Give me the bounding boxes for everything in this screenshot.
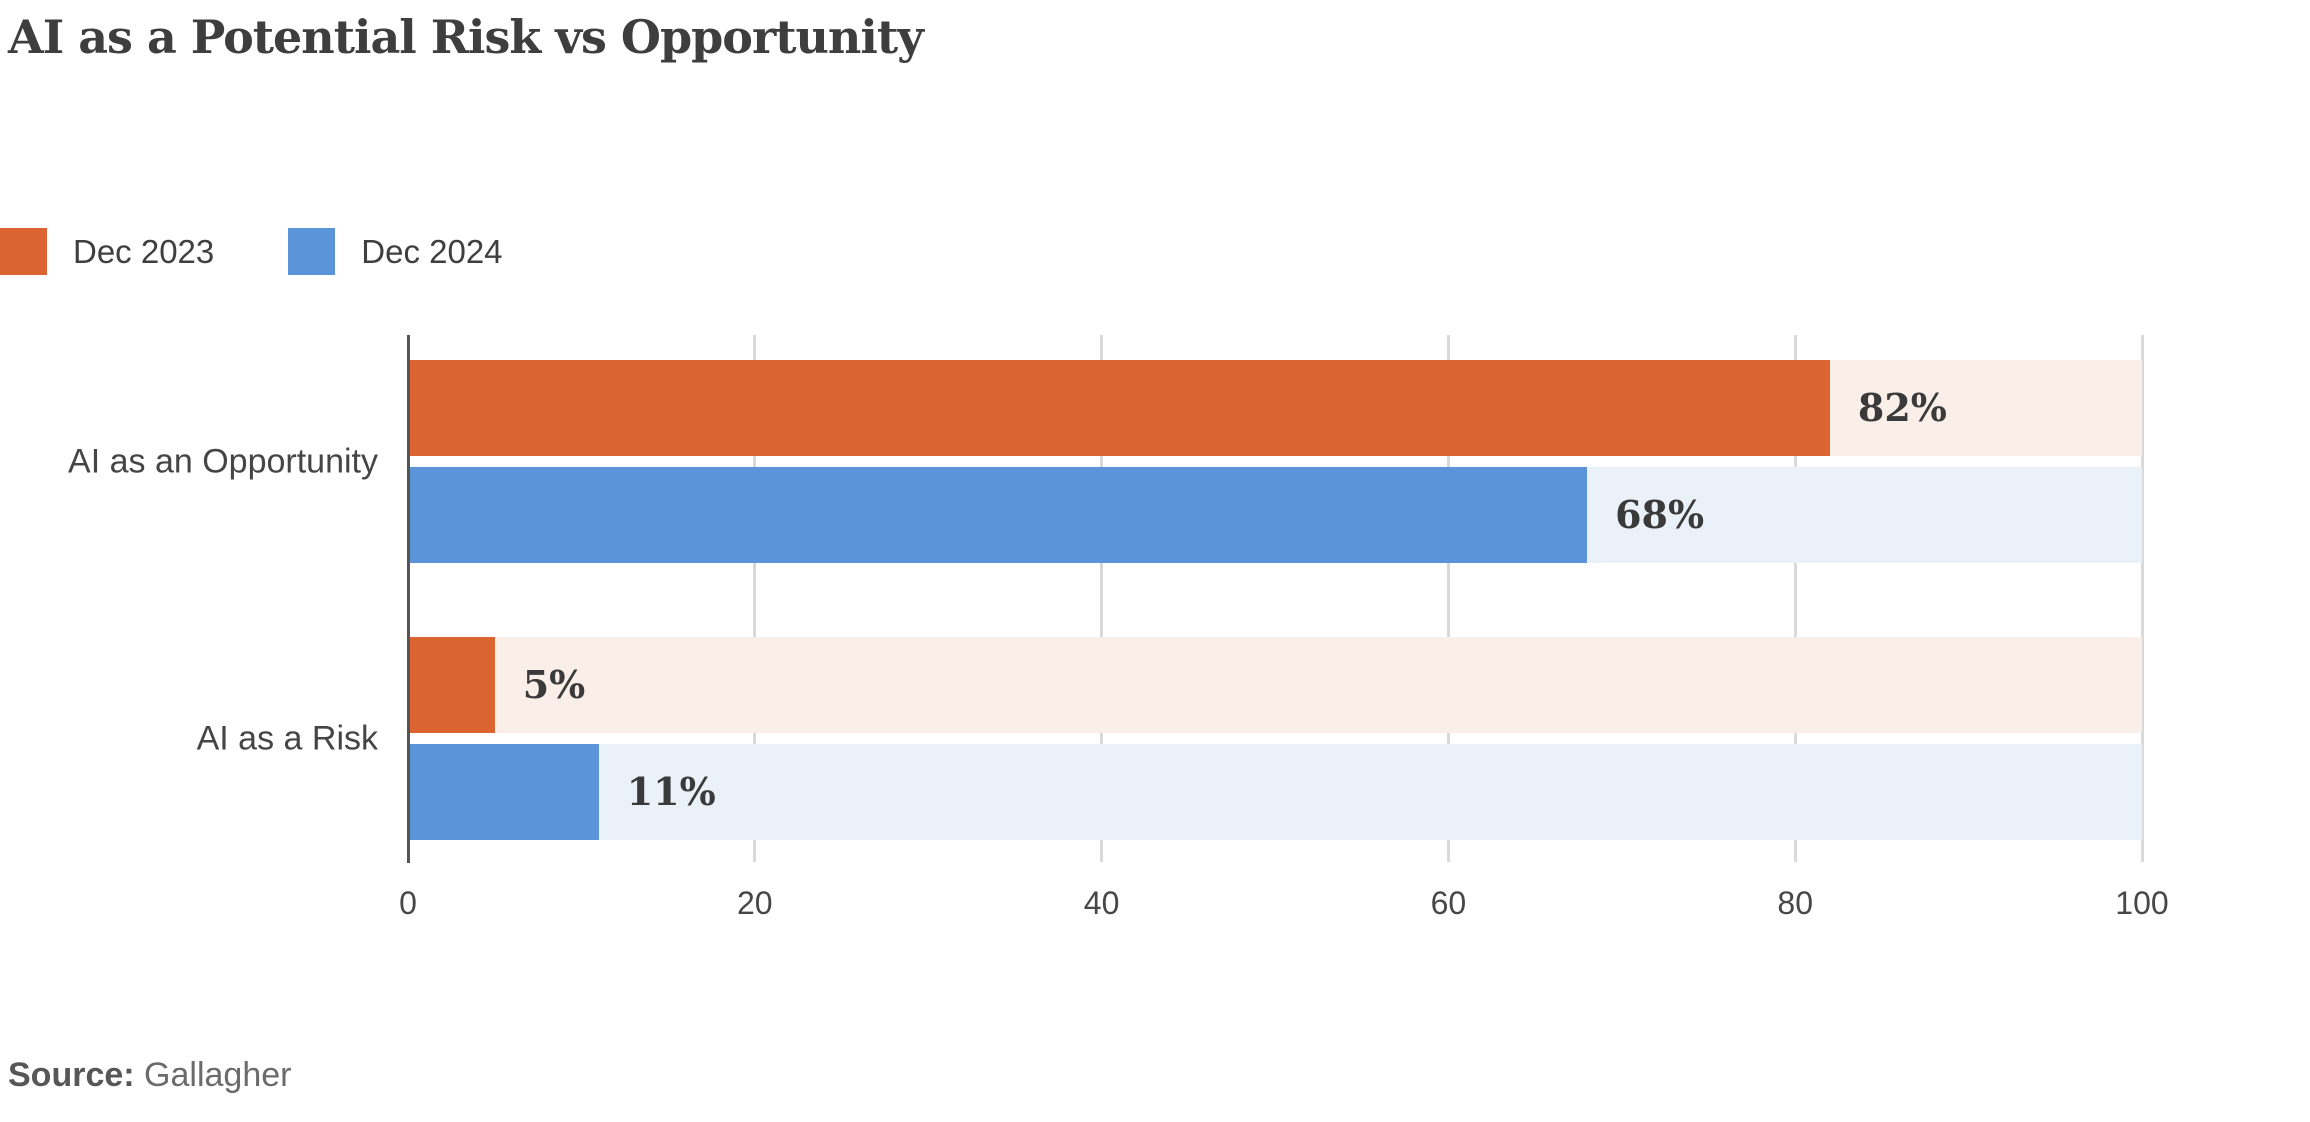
x-tick-label-60: 60	[1430, 885, 1467, 921]
legend-swatch-dec-2024	[288, 228, 336, 275]
plot-area: 0 20 40 60 80 100 82% 68% 5% 11%	[399, 335, 2169, 921]
source-note: Source: Gallagher	[8, 1056, 291, 1095]
gridline-100	[2140, 335, 2144, 862]
legend-label-dec-2023: Dec 2023	[73, 232, 215, 270]
y-axis-line	[407, 335, 410, 863]
source-prefix: Source:	[8, 1056, 135, 1094]
x-tick-label-80: 80	[1777, 885, 1813, 921]
value-label: 11%	[626, 769, 716, 814]
bar-track	[408, 744, 2142, 840]
value-label: 82%	[1857, 385, 1947, 430]
legend: Dec 2023 Dec 2024	[0, 228, 503, 275]
gridline-20	[753, 335, 757, 862]
category-label: AI as a Risk	[196, 719, 378, 757]
bar-dec-2023	[408, 360, 1830, 456]
legend-item-dec-2023: Dec 2023	[0, 228, 214, 275]
value-label: 68%	[1615, 492, 1705, 537]
value-label: 5%	[522, 662, 586, 707]
x-tick-label-40: 40	[1083, 885, 1120, 921]
category-label: AI as an Opportunity	[68, 442, 378, 480]
gridline-40	[1100, 335, 1104, 862]
gridline-80	[1793, 335, 1797, 862]
x-tick-label-0: 0	[399, 885, 417, 921]
bar-dec-2024	[408, 467, 1588, 563]
bar-dec-2023	[408, 637, 495, 733]
bar-dec-2024	[408, 744, 599, 840]
legend-label-dec-2024: Dec 2024	[361, 232, 503, 270]
chart-title: AI as a Potential Risk vs Opportunity	[8, 10, 924, 64]
legend-item-dec-2024: Dec 2024	[288, 228, 503, 275]
source-value: Gallagher	[144, 1056, 292, 1094]
x-tick-label-20: 20	[737, 885, 773, 921]
bar-track	[408, 637, 2142, 733]
x-tick-label-100: 100	[2115, 885, 2169, 921]
legend-swatch-dec-2023	[0, 228, 47, 275]
gridline-60	[1446, 335, 1450, 862]
